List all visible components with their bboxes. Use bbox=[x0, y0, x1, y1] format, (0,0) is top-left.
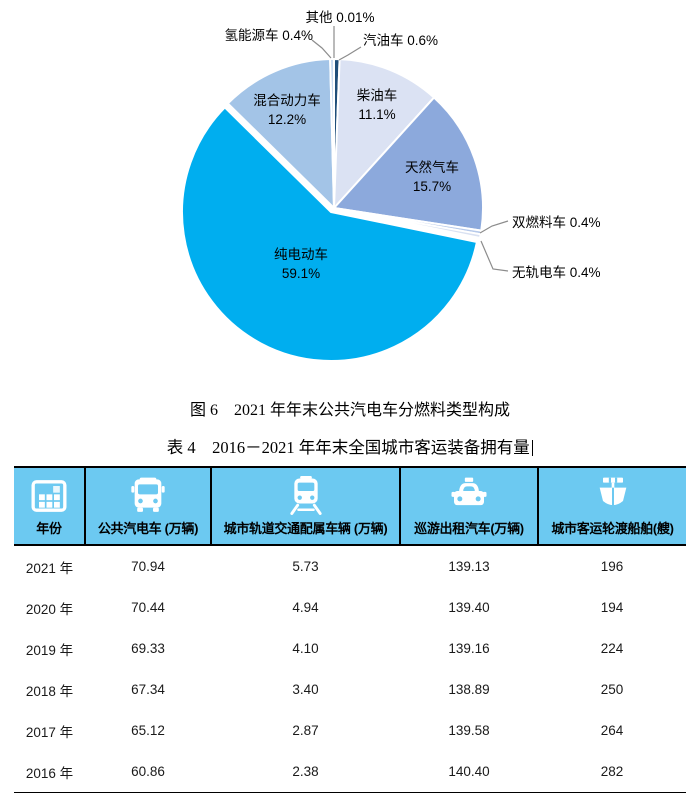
data-table: 年份 bbox=[14, 466, 686, 793]
value-cell: 3.40 bbox=[292, 682, 319, 697]
taxi-icon bbox=[401, 474, 537, 518]
year-cell: 2016 年 bbox=[25, 765, 74, 781]
year-cell: 2017 年 bbox=[25, 724, 74, 740]
col-label-ferry: 城市客运轮渡船舶(艘) bbox=[551, 521, 674, 536]
value-cell: 264 bbox=[600, 723, 624, 738]
year-cell: 2021 年 bbox=[25, 560, 74, 576]
train-icon bbox=[212, 474, 399, 518]
col-label-year: 年份 bbox=[36, 521, 62, 536]
table-title-text: 表 4 2016－2021 年年末全国城市客运装备拥有量 bbox=[166, 438, 530, 457]
bus-icon bbox=[86, 474, 210, 518]
value-cell: 4.94 bbox=[292, 600, 319, 615]
value-cell: 196 bbox=[600, 559, 624, 574]
col-header-bus: 公共汽电车 (万辆) bbox=[84, 467, 211, 546]
pie-slice-3 bbox=[333, 96, 484, 232]
text-cursor bbox=[531, 440, 534, 456]
table-title[interactable]: 表 4 2016－2021 年年末全国城市客运装备拥有量 bbox=[14, 434, 686, 458]
value-cell: 139.58 bbox=[448, 723, 490, 738]
value-cell: 139.40 bbox=[448, 600, 490, 615]
table-row: 2020 年 70.44 4.94 139.40 194 bbox=[14, 587, 686, 628]
value-cell: 65.12 bbox=[131, 723, 165, 738]
value-cell: 69.33 bbox=[131, 641, 165, 656]
leader-line bbox=[338, 46, 362, 61]
leader-line bbox=[311, 39, 332, 59]
leader-line bbox=[479, 220, 509, 234]
figure-caption-text: 图 6 2021 年年末公共汽电车分燃料类型构成 bbox=[189, 402, 510, 419]
pie-slice-2 bbox=[333, 58, 436, 209]
table-row: 2018 年 67.34 3.40 138.89 250 bbox=[14, 669, 686, 710]
pie-slice-7 bbox=[226, 58, 335, 209]
table-row: 2021 年 70.94 5.73 139.13 196 bbox=[14, 545, 686, 587]
col-header-rail: 城市轨道交通配属车辆 (万辆) bbox=[210, 467, 400, 546]
value-cell: 224 bbox=[600, 641, 624, 656]
year-cell: 2019 年 bbox=[25, 642, 74, 658]
value-cell: 250 bbox=[600, 682, 624, 697]
col-header-ferry: 城市客运轮渡船舶(艘) bbox=[537, 467, 686, 546]
col-label-taxi: 巡游出租汽车(万辆) bbox=[414, 521, 524, 536]
value-cell: 139.16 bbox=[448, 641, 490, 656]
col-label-rail: 城市轨道交通配属车辆 (万辆) bbox=[223, 521, 388, 536]
fuel-type-pie-figure: 汽油车 0.6% 柴油车 11.1% 天然气车 15.7% 双燃料车 0.4% 无轨电车 0… bbox=[0, 10, 700, 420]
table-row: 2019 年 69.33 4.10 139.16 224 bbox=[14, 628, 686, 669]
value-cell: 140.40 bbox=[448, 764, 490, 779]
value-cell: 194 bbox=[600, 600, 624, 615]
value-cell: 2.38 bbox=[292, 764, 319, 779]
table-row: 2016 年 60.86 2.38 140.40 282 bbox=[14, 751, 686, 793]
value-cell: 2.87 bbox=[292, 723, 319, 738]
value-cell: 70.94 bbox=[131, 559, 165, 574]
value-cell: 138.89 bbox=[448, 682, 490, 697]
value-cell: 139.13 bbox=[448, 559, 490, 574]
ownership-table-section: 表 4 2016－2021 年年末全国城市客运装备拥有量 bbox=[14, 434, 686, 793]
pie-slice-6 bbox=[181, 106, 478, 362]
leader-line bbox=[480, 240, 509, 272]
header-row: 年份 bbox=[14, 467, 686, 546]
col-header-year: 年份 bbox=[14, 467, 85, 546]
col-header-taxi: 巡游出租汽车(万辆) bbox=[399, 467, 538, 546]
ship-icon bbox=[539, 474, 686, 518]
value-cell: 5.73 bbox=[292, 559, 319, 574]
figure-caption: 图 6 2021 年年末公共汽电车分燃料类型构成 bbox=[0, 396, 700, 420]
table-row: 2017 年 65.12 2.87 139.58 264 bbox=[14, 710, 686, 751]
calendar-icon bbox=[14, 474, 84, 518]
value-cell: 4.10 bbox=[292, 641, 319, 656]
pie-chart bbox=[181, 26, 509, 362]
value-cell: 67.34 bbox=[131, 682, 165, 697]
value-cell: 282 bbox=[600, 764, 624, 779]
year-cell: 2018 年 bbox=[25, 683, 74, 699]
pie-slice-5 bbox=[333, 207, 482, 239]
col-label-bus: 公共汽电车 (万辆) bbox=[97, 521, 199, 536]
year-cell: 2020 年 bbox=[25, 601, 74, 617]
value-cell: 60.86 bbox=[131, 764, 165, 779]
value-cell: 70.44 bbox=[131, 600, 165, 615]
